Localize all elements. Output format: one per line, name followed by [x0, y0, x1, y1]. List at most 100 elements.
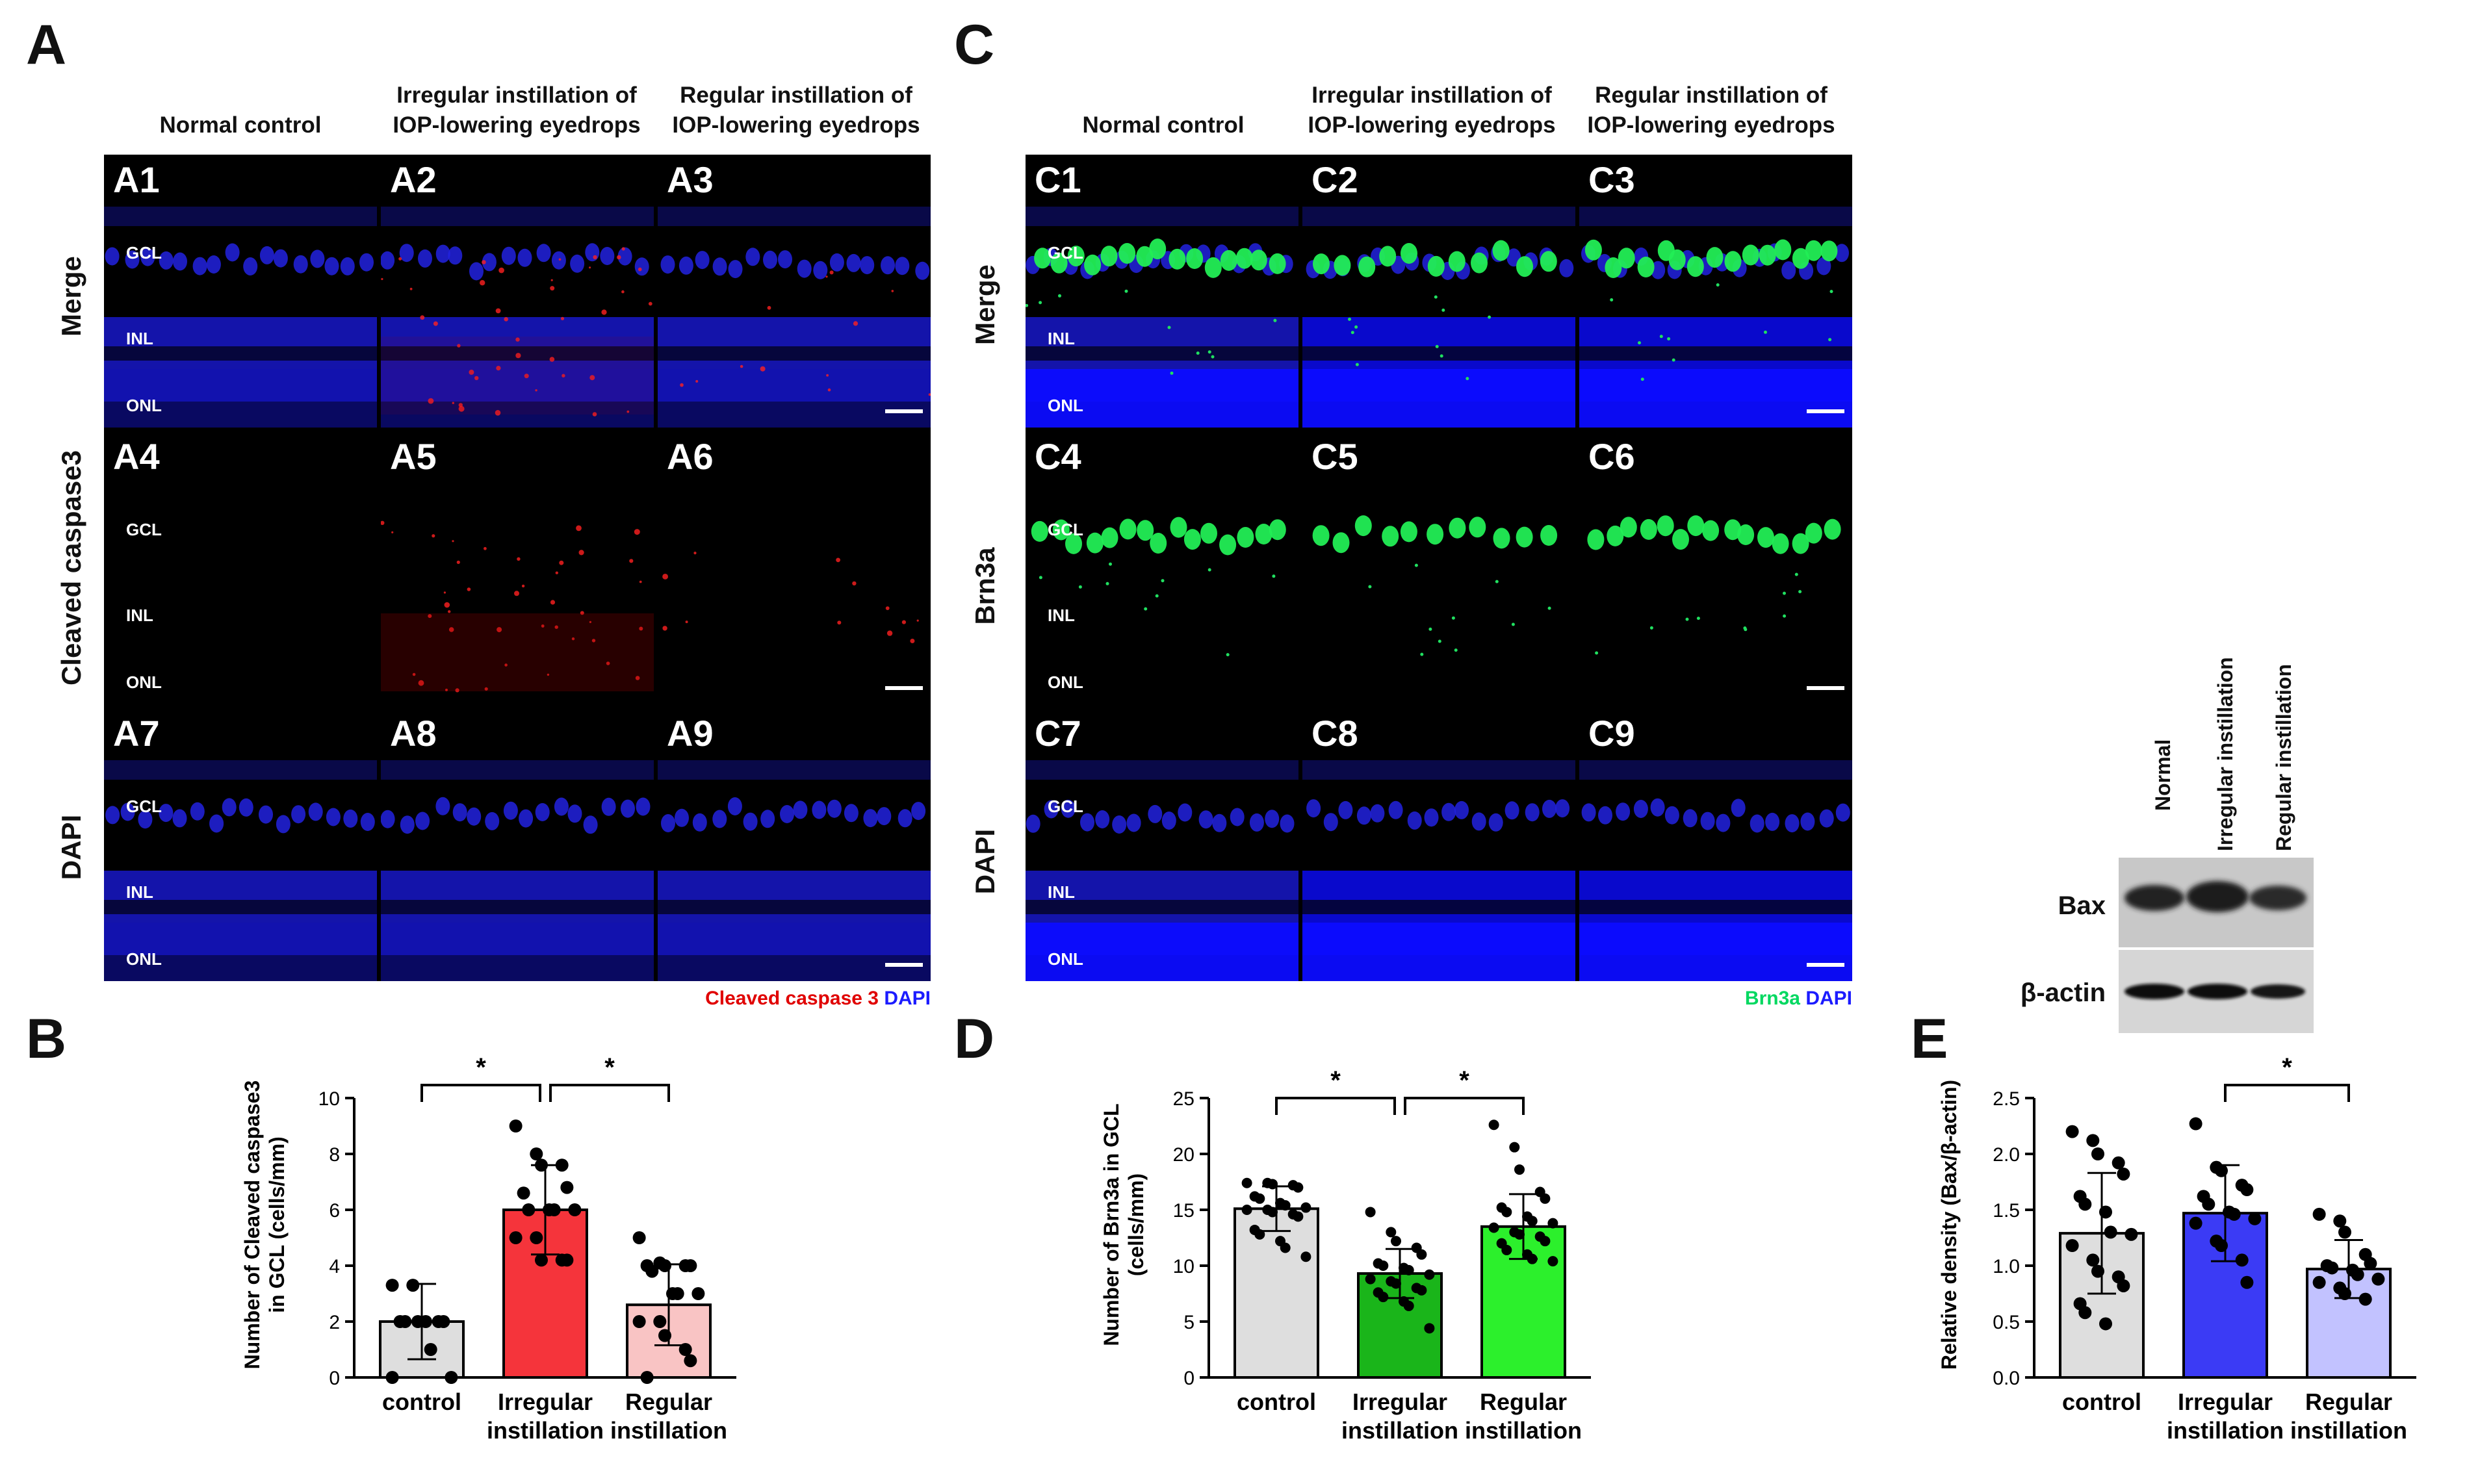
- x-tick-label: Regular instillation: [610, 1388, 727, 1444]
- tile-label-a5: A5: [390, 436, 437, 477]
- data-point: [1488, 1119, 1499, 1131]
- layer-label-gcl: GCL: [1048, 520, 1083, 539]
- data-point: [632, 1231, 646, 1244]
- scale-bar: [885, 963, 923, 967]
- data-point: [2235, 1253, 2249, 1267]
- tile-label-a6: A6: [667, 436, 714, 477]
- actin-band-normal: [2125, 984, 2184, 999]
- layer-label-onl: ONL: [126, 949, 162, 969]
- data-point: [530, 1231, 543, 1244]
- data-point: [2338, 1225, 2351, 1239]
- data-point: [2215, 1164, 2228, 1177]
- layer-label-gcl: GCL: [1048, 243, 1083, 262]
- panel-a-col-title-3: Regular instillation of IOP-lowering eye…: [672, 83, 920, 138]
- data-point: [560, 1253, 574, 1267]
- scale-bar: [885, 686, 923, 690]
- x-tick-label: Irregular instillation: [1341, 1388, 1458, 1444]
- data-point: [2312, 1207, 2326, 1221]
- data-point: [1280, 1242, 1291, 1253]
- x-tick-label: Regular instillation: [1465, 1388, 1582, 1444]
- tile-label-a9: A9: [667, 713, 714, 754]
- data-point: [2351, 1268, 2364, 1281]
- data-point: [2333, 1214, 2347, 1228]
- panel-c-micrograph-grid: C1 GCL INL ONL C2 C3 C4 GCL INL ONL C5 C6 C7 GCL INL ON…: [1026, 155, 1852, 981]
- x-tick-label: control: [2062, 1388, 2141, 1415]
- data-point: [658, 1329, 671, 1342]
- layer-label-onl: ONL: [1048, 949, 1083, 969]
- y-tick-label: 10: [1173, 1256, 1195, 1277]
- data-point: [2125, 1227, 2138, 1241]
- tile-label-c2: C2: [1311, 159, 1358, 200]
- y-tick-label: 10: [318, 1088, 340, 1110]
- data-point: [2248, 1212, 2262, 1225]
- significance-star: *: [2282, 1053, 2292, 1082]
- data-point: [535, 1253, 548, 1267]
- panel-c-col-title-2: Irregular instillation of IOP-lowering e…: [1308, 83, 1556, 138]
- significance-star: *: [1459, 1066, 1469, 1095]
- data-point: [2371, 1272, 2385, 1286]
- y-tick-label: 2: [329, 1312, 340, 1333]
- scale-bar: [885, 409, 923, 413]
- data-point: [691, 1287, 705, 1300]
- layer-label-onl: ONL: [126, 672, 162, 692]
- y-tick-label: 15: [1173, 1200, 1195, 1222]
- panel-a-col-title-2: Irregular instillation of IOP-lowering e…: [393, 83, 641, 138]
- data-point: [1365, 1273, 1376, 1285]
- data-point: [678, 1343, 692, 1356]
- data-point: [1547, 1256, 1558, 1267]
- tile-label-c8: C8: [1311, 713, 1358, 754]
- tile-label-c5: C5: [1311, 436, 1358, 477]
- data-point: [555, 1158, 569, 1172]
- bax-band-regular: [2249, 886, 2306, 910]
- data-point: [1293, 1211, 1304, 1222]
- y-tick-label: 5: [1183, 1312, 1195, 1333]
- panel-c-col-title-1: Normal control: [1082, 112, 1245, 138]
- data-point: [2312, 1275, 2326, 1289]
- wb-lane-label-regular: Regular instillation: [2272, 663, 2295, 851]
- panel-a-row-label-dapi: DAPI: [56, 814, 86, 880]
- panel-a-row-label-merge: Merge: [56, 256, 86, 337]
- micrograph-tile-a7: A7 GCL INL ONL: [104, 708, 377, 981]
- significance-star: *: [604, 1053, 615, 1082]
- data-point: [2099, 1205, 2112, 1219]
- data-point: [1424, 1323, 1435, 1334]
- tile-label-c4: C4: [1035, 436, 1081, 477]
- micrograph-tile-c5: C5: [1302, 431, 1575, 704]
- micrograph-tile-a2: A2: [381, 155, 654, 428]
- data-point: [1416, 1249, 1427, 1260]
- chart-b: 0 2 4 6 8 10 Number of Cleaved caspase3in GCL …: [240, 1053, 736, 1444]
- data-point: [1424, 1269, 1435, 1280]
- panel-a-col-title-1: Normal control: [159, 112, 322, 138]
- y-tick-label: 2.5: [1993, 1088, 2020, 1110]
- data-point: [547, 1203, 561, 1216]
- x-tick-label: Irregular instillation: [2167, 1388, 2284, 1444]
- tile-label-a3: A3: [667, 159, 714, 200]
- wb-band-label-bax: Bax: [2058, 891, 2106, 920]
- y-tick-label: 0.0: [1993, 1368, 2020, 1389]
- panel-letter-e: E: [1911, 1008, 1948, 1070]
- layer-label-onl: ONL: [126, 396, 162, 415]
- legend-dapi: DAPI: [884, 988, 931, 1009]
- data-point: [2189, 1117, 2202, 1131]
- data-point: [2117, 1279, 2130, 1292]
- data-point: [1267, 1179, 1278, 1190]
- data-point: [1540, 1193, 1551, 1204]
- significance-bracket: [420, 1084, 541, 1102]
- tile-label-c6: C6: [1588, 436, 1635, 477]
- tile-label-a2: A2: [390, 159, 437, 200]
- scale-bar: [1807, 409, 1844, 413]
- data-point: [2065, 1125, 2079, 1138]
- data-point: [2215, 1239, 2228, 1253]
- tile-label-c7: C7: [1035, 713, 1081, 754]
- x-tick-label: Irregular instillation: [487, 1388, 604, 1444]
- micrograph-tile-a9: A9: [658, 708, 931, 981]
- layer-label-inl: INL: [1048, 329, 1075, 348]
- significance-star: *: [1330, 1066, 1341, 1095]
- data-point: [1509, 1142, 1520, 1153]
- significance-bracket: [1275, 1097, 1396, 1115]
- scale-bar: [1807, 963, 1844, 967]
- data-point: [684, 1354, 697, 1368]
- significance-bracket: [2224, 1084, 2350, 1102]
- data-point: [522, 1203, 536, 1216]
- panel-c-row-label-brn3a: Brn3a: [970, 547, 1000, 625]
